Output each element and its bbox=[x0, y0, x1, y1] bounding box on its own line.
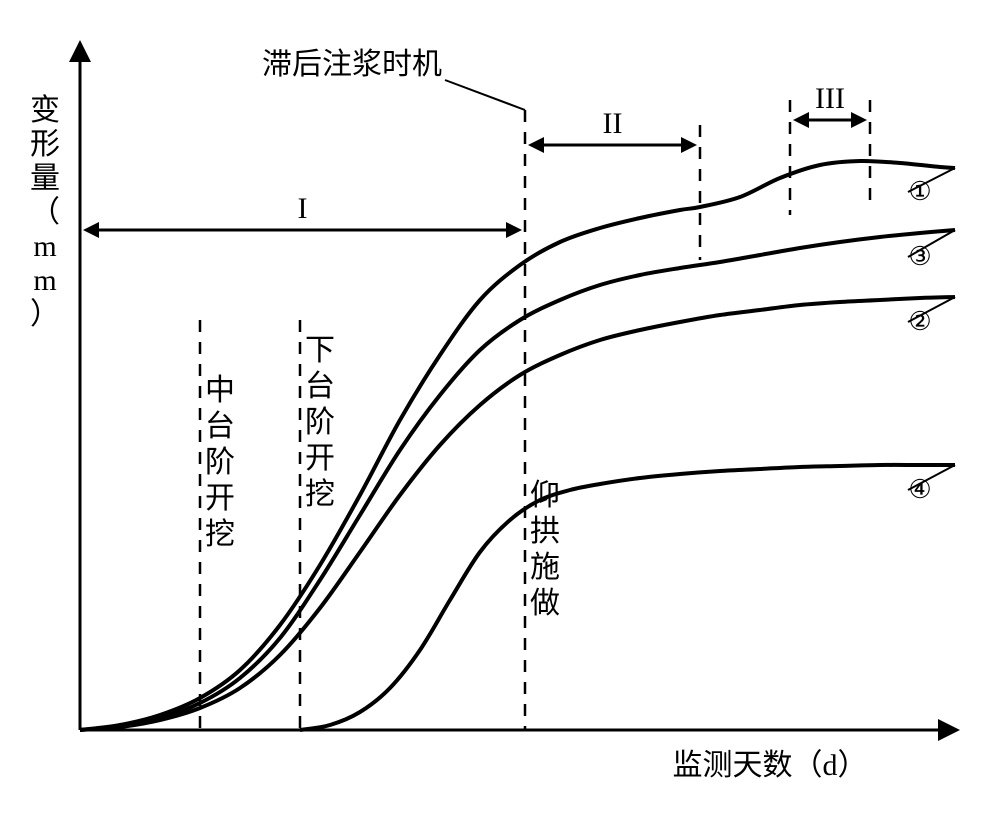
region-II-label: II bbox=[603, 107, 623, 140]
chart-svg: IIIIII滞后注浆时机中台阶开挖下台阶开挖仰拱施做变形量（mm）监测天数（d）… bbox=[0, 0, 1000, 820]
vlabel-lower-step: 下台阶开挖 bbox=[305, 334, 335, 511]
deformation-chart: IIIIII滞后注浆时机中台阶开挖下台阶开挖仰拱施做变形量（mm）监测天数（d）… bbox=[0, 0, 1000, 820]
vlabel-invert: 仰拱施做 bbox=[530, 479, 560, 620]
region-I-label: I bbox=[298, 192, 308, 225]
x-axis-label: 监测天数（d） bbox=[673, 749, 868, 782]
region-III-label: III bbox=[815, 82, 845, 115]
curve-c4 bbox=[300, 465, 955, 730]
y-axis-label: 变形量（mm） bbox=[30, 94, 60, 331]
vlabel-mid-step: 中台阶开挖 bbox=[205, 374, 235, 551]
callout-label: 滞后注浆时机 bbox=[262, 48, 442, 81]
